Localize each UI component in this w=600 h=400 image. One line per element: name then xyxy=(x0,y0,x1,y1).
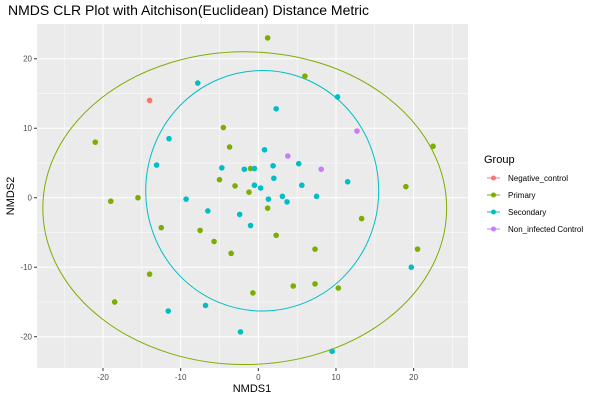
y-axis-label: NMDS2 xyxy=(5,177,17,216)
x-tick-label: 0 xyxy=(256,373,261,382)
point-secondary xyxy=(261,146,268,153)
point-secondary xyxy=(313,193,320,200)
point-non-infected-control xyxy=(354,128,360,134)
point-secondary xyxy=(329,348,335,355)
point-primary xyxy=(247,165,254,172)
point-secondary xyxy=(194,80,201,86)
point-secondary xyxy=(334,94,341,100)
point-primary xyxy=(216,176,223,183)
y-tick-label: -20 xyxy=(20,333,32,342)
point-primary xyxy=(158,224,165,231)
legend-label-primary: Primary xyxy=(508,191,536,200)
point-secondary xyxy=(153,162,160,168)
ellipse-secondary xyxy=(145,70,380,312)
x-axis-label: NMDS1 xyxy=(233,383,272,395)
point-secondary xyxy=(183,196,189,202)
x-tick-label: 10 xyxy=(332,373,341,382)
x-tick-label: -20 xyxy=(97,373,109,382)
point-primary xyxy=(264,35,271,41)
point-secondary xyxy=(257,185,264,191)
point-primary xyxy=(414,246,421,252)
legend-label-secondary: Secondary xyxy=(508,208,546,217)
point-secondary xyxy=(270,162,276,169)
point-non-infected-control xyxy=(285,153,291,159)
point-secondary xyxy=(219,165,225,171)
point-secondary xyxy=(165,308,172,314)
plot-panel xyxy=(37,24,468,368)
y-tick-label: 20 xyxy=(23,55,32,64)
point-primary xyxy=(135,194,141,201)
point-secondary xyxy=(241,166,248,173)
point-primary xyxy=(403,183,409,190)
legend-label-negative-control: Negative_control xyxy=(508,174,568,183)
legend-title: Group xyxy=(484,154,515,166)
point-primary xyxy=(228,250,234,257)
point-primary xyxy=(146,271,153,277)
x-tick-label: -10 xyxy=(175,373,187,382)
point-primary xyxy=(197,227,203,234)
point-primary xyxy=(312,281,318,287)
point-primary xyxy=(273,232,279,239)
x-axis-ticks: -20 -10 0 10 20 xyxy=(97,368,419,382)
point-secondary xyxy=(205,208,211,214)
legend: Group Negative_control Primary Secondary No… xyxy=(484,154,583,234)
y-tick-label: -10 xyxy=(20,263,32,272)
y-axis-ticks: -20 -10 0 10 20 xyxy=(20,55,37,342)
point-secondary xyxy=(251,165,258,172)
point-primary xyxy=(250,290,256,296)
point-primary xyxy=(226,144,233,150)
point-secondary xyxy=(273,105,279,112)
point-primary xyxy=(211,238,217,245)
point-primary xyxy=(358,215,365,222)
point-primary xyxy=(246,189,252,195)
point-secondary xyxy=(284,199,290,205)
point-negative-control xyxy=(146,97,153,104)
point-secondary xyxy=(295,160,302,167)
point-secondary xyxy=(265,196,272,202)
confidence-ellipses xyxy=(42,51,448,366)
point-secondary xyxy=(299,182,305,189)
point-secondary xyxy=(344,178,351,185)
point-secondary xyxy=(251,182,258,189)
point-primary xyxy=(430,143,436,150)
data-points xyxy=(92,35,436,355)
legend-key-dot-primary xyxy=(491,192,496,198)
point-secondary xyxy=(237,329,244,335)
x-tick-label: 20 xyxy=(409,373,418,382)
point-secondary xyxy=(408,264,415,271)
point-secondary xyxy=(166,135,172,142)
point-non-infected-control xyxy=(318,166,325,173)
point-primary xyxy=(220,124,227,131)
legend-key-dot-negative-control xyxy=(491,175,496,181)
point-secondary xyxy=(271,175,277,182)
point-secondary xyxy=(202,302,209,309)
chart-title: NMDS CLR Plot with Aitchison(Euclidean) … xyxy=(8,2,369,18)
point-primary xyxy=(302,73,308,79)
y-tick-label: 10 xyxy=(23,124,32,133)
ellipse-primary xyxy=(42,51,448,366)
point-primary xyxy=(312,246,318,252)
y-tick-label: 0 xyxy=(28,194,33,203)
point-primary xyxy=(111,299,118,305)
point-secondary xyxy=(279,193,286,200)
point-primary xyxy=(264,205,271,211)
legend-label-non-infected-control: Non_infected Control xyxy=(508,225,583,234)
point-secondary xyxy=(236,211,243,218)
point-primary xyxy=(107,198,114,205)
point-primary xyxy=(232,183,238,189)
point-primary xyxy=(290,283,297,289)
legend-key-dot-non-infected-control xyxy=(491,226,496,232)
gridlines-minor xyxy=(37,24,468,368)
point-primary xyxy=(335,285,342,291)
point-secondary xyxy=(247,222,254,229)
point-primary xyxy=(92,139,99,145)
legend-key-dot-secondary xyxy=(491,209,496,215)
